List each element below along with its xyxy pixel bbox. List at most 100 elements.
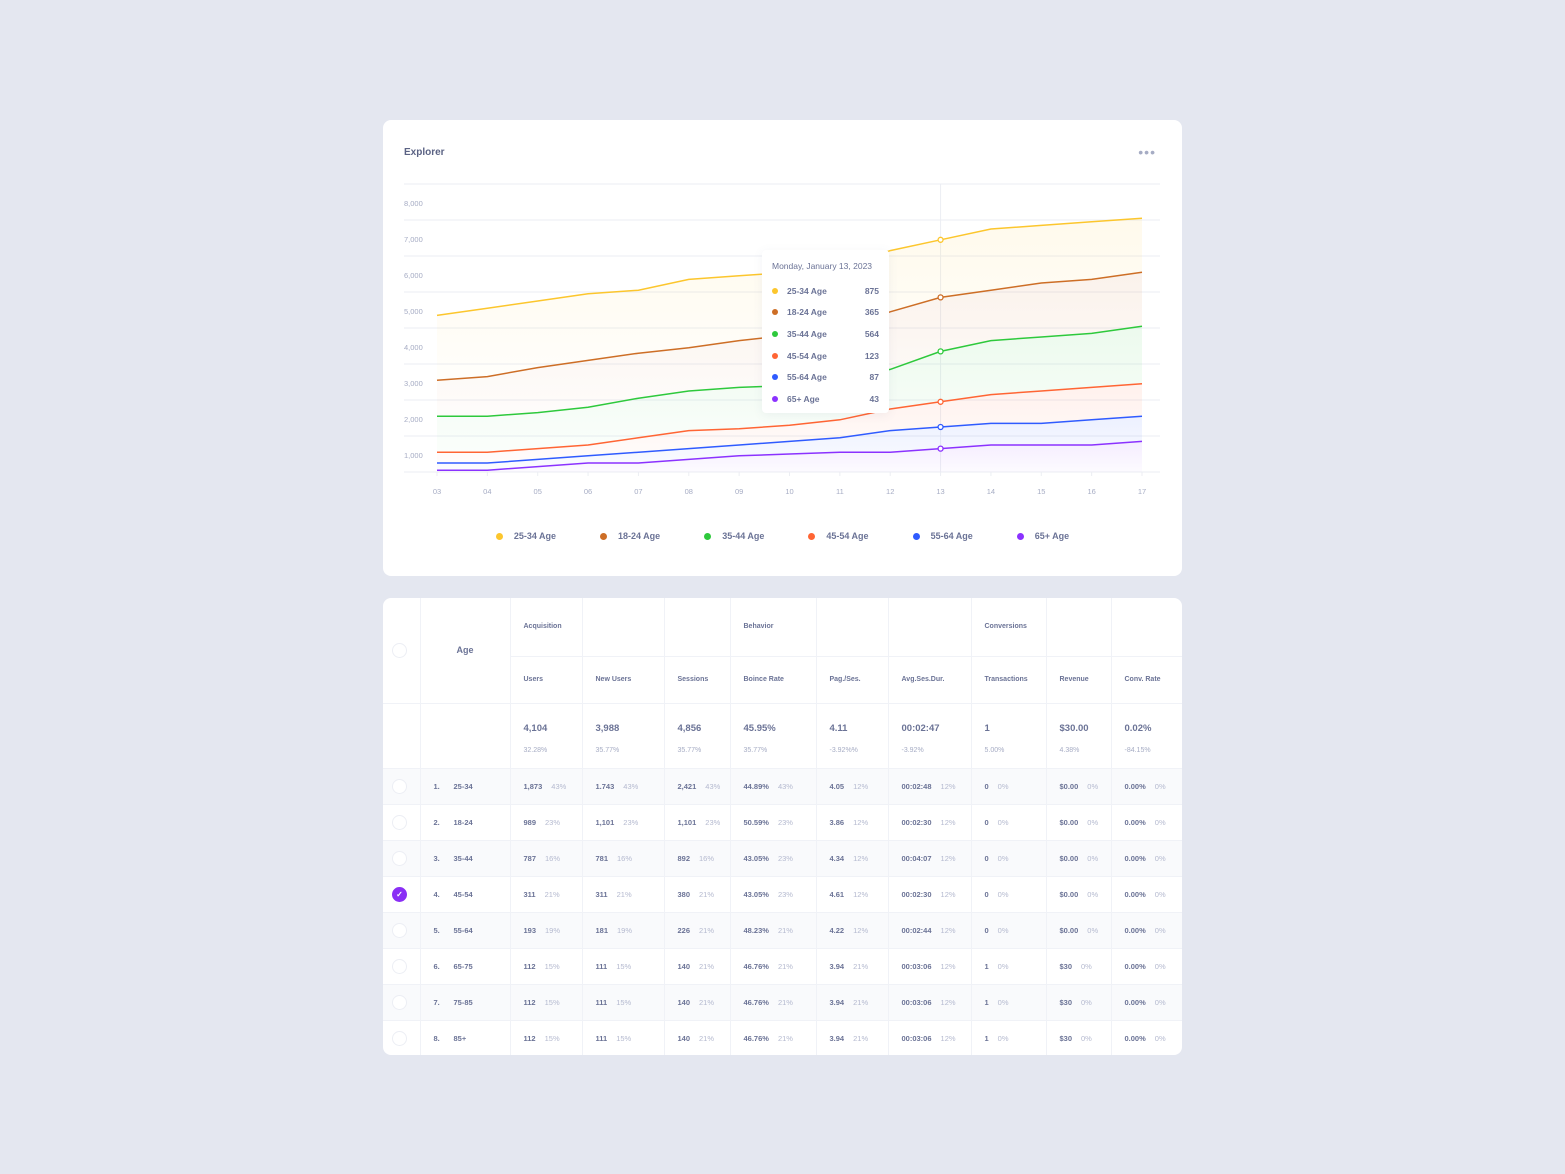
data-cell: 0.00% 0% (1111, 840, 1182, 877)
legend-label: 45-54 Age (826, 531, 869, 541)
total-value: 00:02:47 (901, 722, 940, 734)
explorer-chart-card: Explorer ••• 1,000 2,000 3,000 4,000 5,000 6,… (383, 120, 1182, 576)
data-cell: 0.00% 0% (1111, 1020, 1182, 1055)
table-row[interactable]: 5. 55-64 193 19% 181 19% 226 21% 48.23% 21% 4.22 12… (383, 912, 1182, 949)
column-header[interactable]: Avg.Ses.Dur. (888, 656, 972, 704)
cell-percent: 0% (1087, 853, 1099, 863)
data-cell: 380 21% (664, 876, 731, 913)
cell-value: 46.76% (743, 997, 769, 1007)
table-row[interactable]: 7. 75-85 112 15% 111 15% 140 21% 46.76% 21% 3.94 21… (383, 984, 1182, 1021)
x-tick-label: 09 (735, 487, 743, 496)
table-row[interactable]: 1. 25-34 1,873 43% 1.743 43% 2,421 43% 44.89% 43%… (383, 768, 1182, 805)
data-cell: 4.34 12% (816, 840, 889, 877)
total-change: 5.00% (984, 746, 1005, 754)
legend-item[interactable]: 65+ Age (1016, 531, 1069, 541)
cell-value: $30 (1059, 961, 1073, 971)
total-cell: 4.11 -3.92%% (816, 703, 889, 769)
age-cell: 7. 75-85 (420, 984, 511, 1021)
cell-value: 00:02:30 (901, 817, 932, 827)
column-header[interactable]: Conv. Rate (1111, 656, 1182, 704)
column-header[interactable]: Pag./Ses. (816, 656, 889, 704)
data-cell: 00:03:06 12% (888, 1020, 972, 1055)
cell-value: 0.00% (1124, 997, 1146, 1007)
row-checkbox[interactable] (392, 1030, 407, 1046)
tooltip-row: 65+ Age 43 (772, 388, 879, 410)
data-cell: 0 0% (971, 912, 1047, 949)
cell-percent: 21% (544, 889, 560, 899)
row-checkbox[interactable] (392, 814, 407, 830)
data-cell: 1 0% (971, 948, 1047, 985)
data-cell: 46.76% 21% (730, 1020, 817, 1055)
cell-percent: 43% (623, 781, 639, 791)
data-cell: 0 0% (971, 804, 1047, 841)
cell-percent: 21% (699, 1033, 715, 1043)
row-checkbox[interactable] (392, 958, 407, 974)
column-header[interactable]: Sessions (664, 656, 731, 704)
select-cell (383, 948, 421, 985)
table-row[interactable]: 8. 85+ 112 15% 111 15% 140 21% 46.76% 21% 3.94 21% 0… (383, 1020, 1182, 1055)
cell-value: 46.76% (743, 961, 769, 971)
cell-value: 3.86 (829, 817, 845, 827)
column-header[interactable]: Transactions (971, 656, 1047, 704)
column-header[interactable]: Users (510, 656, 583, 704)
data-point-marker (937, 445, 944, 452)
data-cell: 0.00% 0% (1111, 876, 1182, 913)
cell-percent: 15% (616, 1033, 632, 1043)
table-row[interactable]: 2. 18-24 989 23% 1,101 23% 1,101 23% 50.59% 23% 3.… (383, 804, 1182, 841)
legend-item[interactable]: 55-64 Age (912, 531, 973, 541)
tooltip-value: 564 (864, 328, 879, 339)
y-tick-label: 4,000 (404, 343, 423, 352)
data-cell: 112 15% (510, 1020, 583, 1055)
total-change: -84.15% (1124, 746, 1151, 754)
cell-percent: 12% (940, 781, 956, 791)
data-point-marker (937, 398, 944, 405)
cell-value: 111 (595, 997, 608, 1007)
column-header[interactable]: Boince Rate (730, 656, 817, 704)
total-cell: 4,856 35.77% (664, 703, 731, 769)
row-checkbox[interactable] (392, 922, 407, 938)
data-cell: 0.00% 0% (1111, 804, 1182, 841)
tooltip-series-name: 18-24 Age (787, 307, 827, 318)
cell-percent: 0% (1087, 925, 1099, 935)
cell-value: $0.00 (1059, 817, 1079, 827)
cell-value: $30 (1059, 1033, 1073, 1043)
tooltip-row: 25-34 Age 875 (772, 280, 879, 302)
total-cell: 1 5.00% (971, 703, 1047, 769)
tooltip-series-name: 25-34 Age (787, 285, 827, 296)
cell-value: 0 (984, 853, 989, 863)
data-cell: 112 15% (510, 948, 583, 985)
column-header[interactable]: New Users (582, 656, 665, 704)
column-header[interactable]: Revenue (1046, 656, 1112, 704)
cell-percent: 0% (1087, 781, 1099, 791)
data-cell: 989 23% (510, 804, 583, 841)
row-checkbox[interactable]: ✓ (392, 886, 407, 902)
cell-value: 112 (523, 1033, 536, 1043)
select-all-checkbox[interactable] (392, 642, 407, 658)
cell-percent: 12% (853, 781, 869, 791)
table-row[interactable]: 6. 65-75 112 15% 111 15% 140 21% 46.76% 21% 3.94 21… (383, 948, 1182, 985)
cell-value: 0.00% (1124, 889, 1146, 899)
series-area (437, 416, 1142, 471)
legend-item[interactable]: 45-54 Age (808, 531, 869, 541)
row-checkbox[interactable] (392, 850, 407, 866)
legend-item[interactable]: 25-34 Age (495, 531, 556, 541)
table-row[interactable]: ✓ 4. 45-54 311 21% 311 21% 380 21% 43.05% 23% 4.61 1… (383, 876, 1182, 913)
total-value: 3,988 (595, 722, 620, 734)
cell-value: 00:02:44 (901, 925, 932, 935)
data-point-marker (937, 348, 944, 355)
cell-value: 989 (523, 817, 537, 827)
legend-label: 18-24 Age (618, 531, 661, 541)
table-row[interactable]: 3. 35-44 787 16% 781 16% 892 16% 43.05% 23% 4.34 12… (383, 840, 1182, 877)
data-cell: 44.89% 43% (730, 768, 817, 805)
row-checkbox[interactable] (392, 778, 407, 794)
cell-value: 3.94 (829, 1033, 845, 1043)
row-checkbox[interactable] (392, 994, 407, 1010)
tooltip-value: 87 (869, 372, 879, 383)
cell-percent: 15% (544, 997, 560, 1007)
data-cell: $30 0% (1046, 1020, 1112, 1055)
cell-value: $0.00 (1059, 925, 1079, 935)
total-change: -3.92%% (829, 746, 858, 754)
legend-item[interactable]: 18-24 Age (600, 531, 660, 541)
legend-item[interactable]: 35-44 Age (704, 531, 764, 541)
more-horizontal-icon[interactable]: ••• (1138, 144, 1156, 160)
